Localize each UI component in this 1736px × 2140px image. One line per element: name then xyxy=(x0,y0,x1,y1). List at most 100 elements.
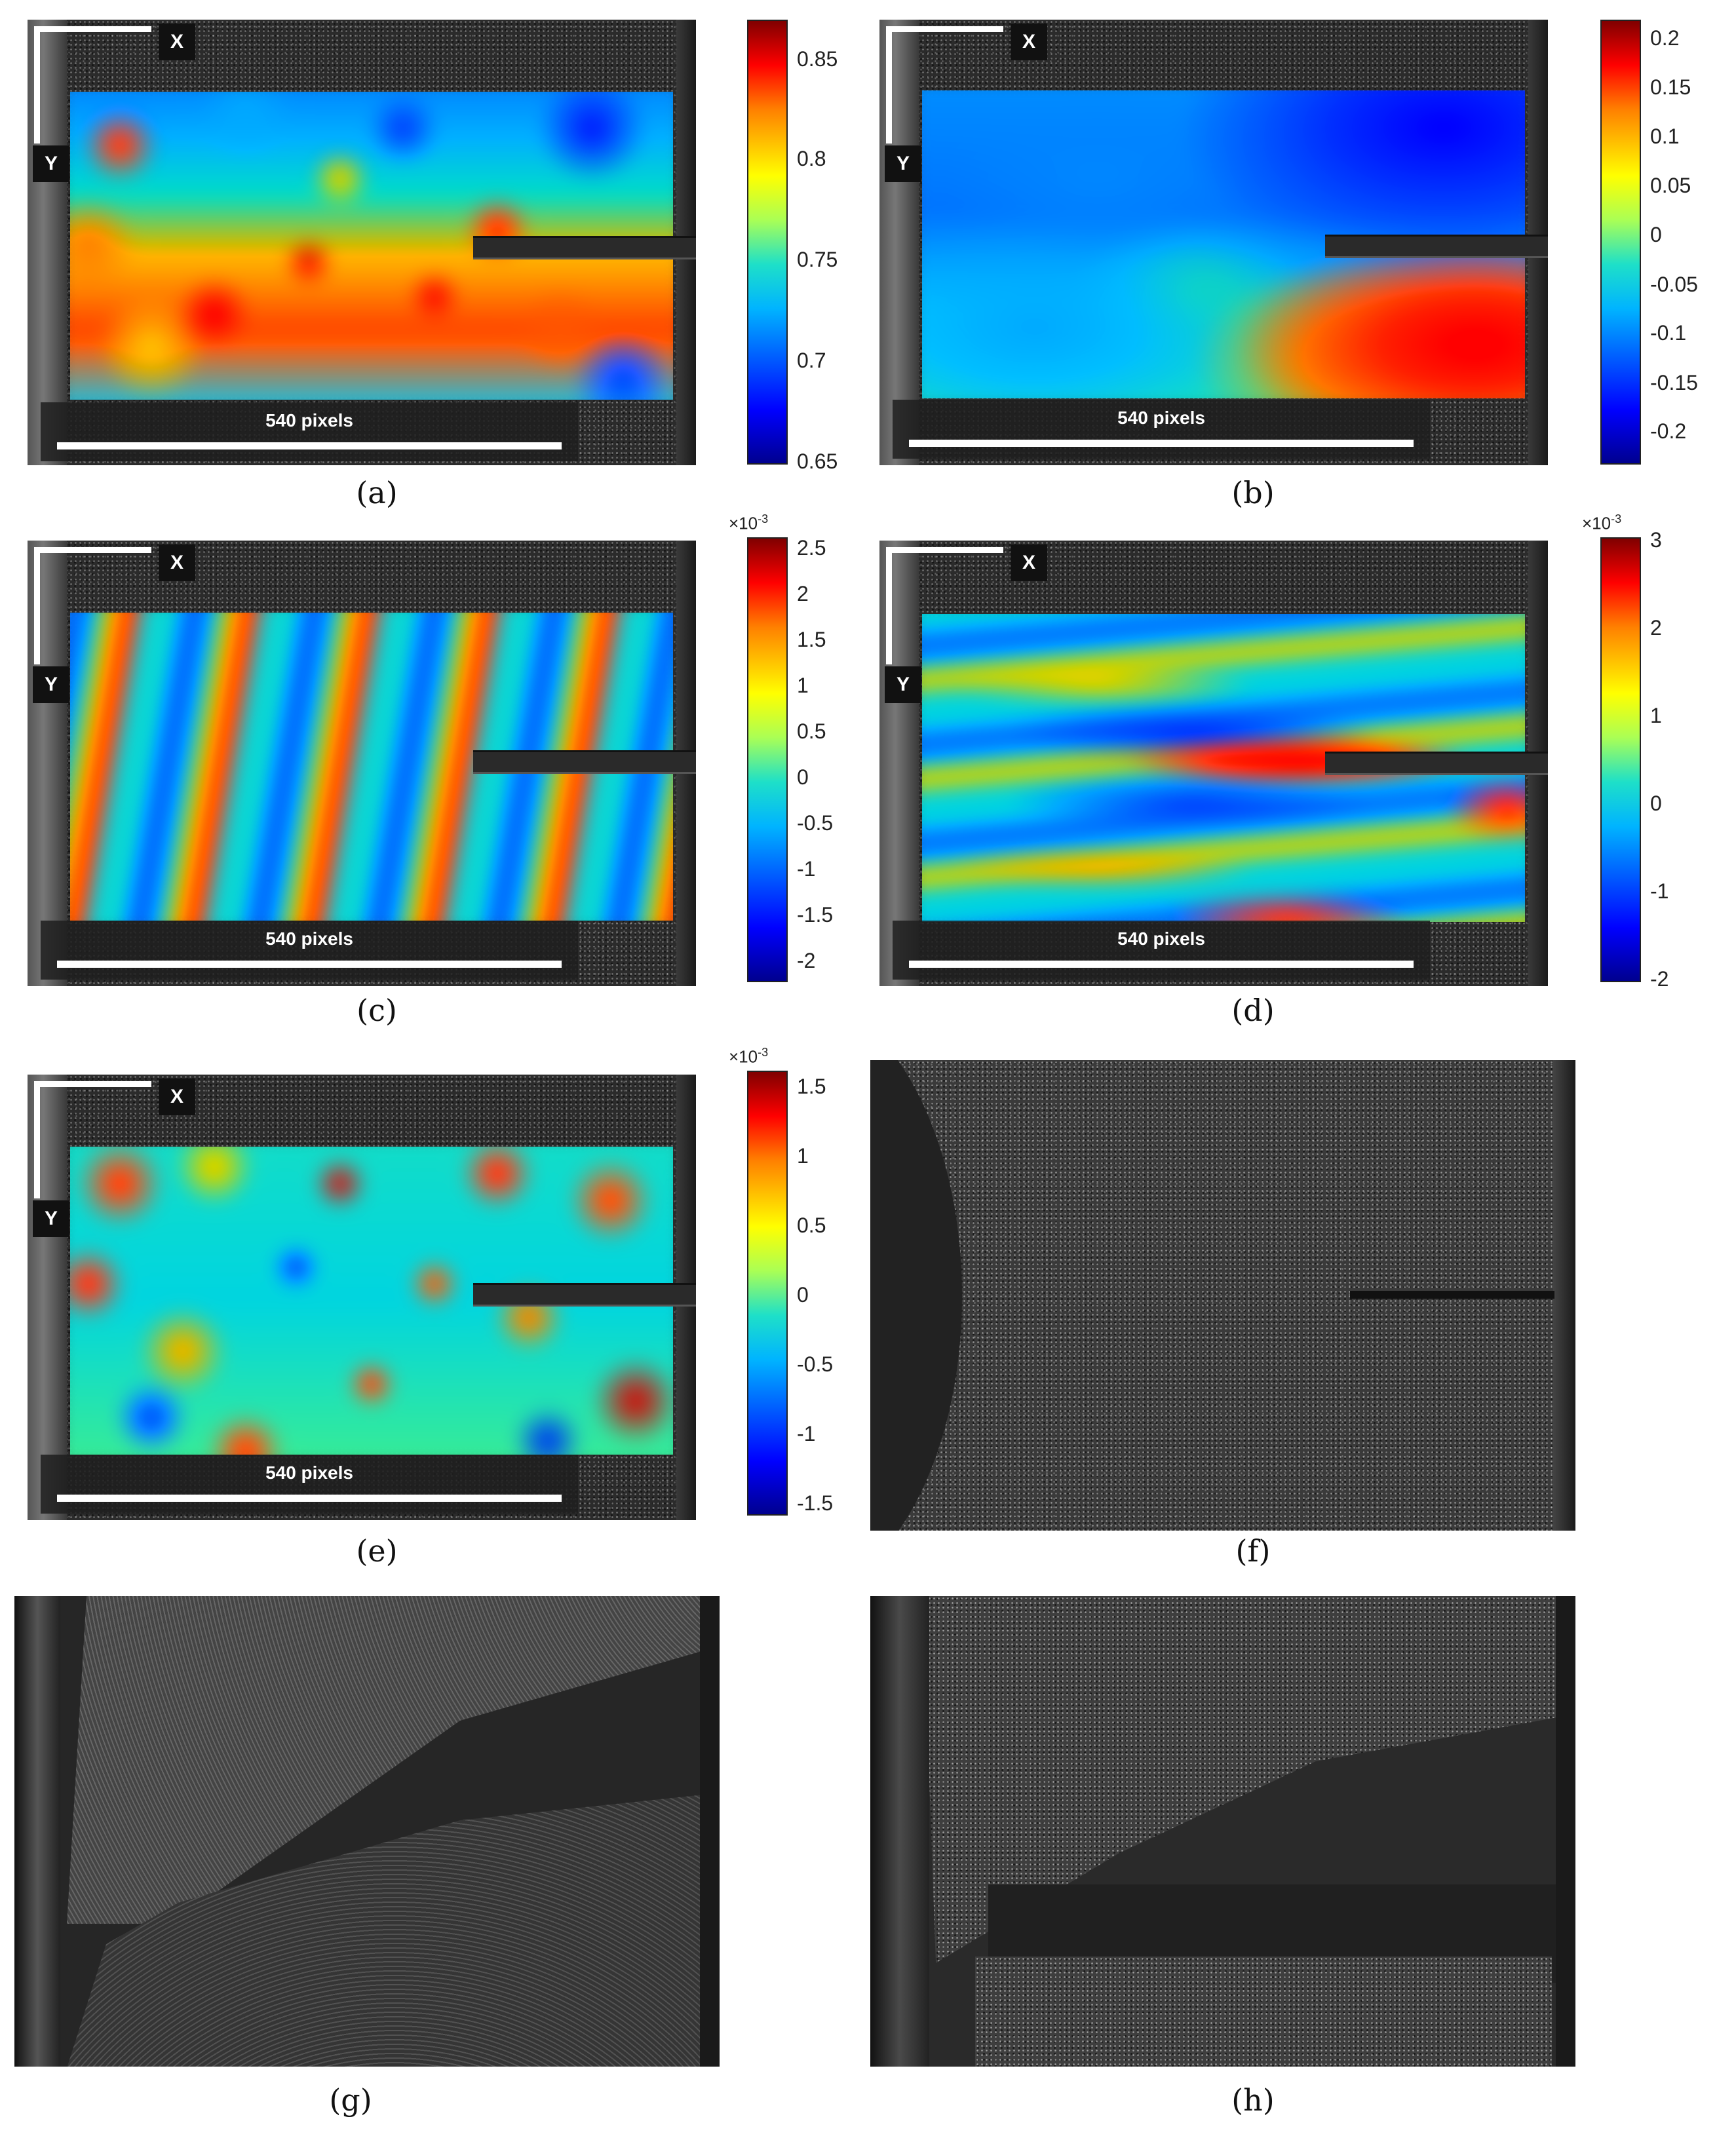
axis-y-tag: Y xyxy=(33,1200,69,1237)
axis-y-tag: Y xyxy=(885,666,921,703)
colorbar-tick: 0 xyxy=(797,1283,809,1307)
axis-indicator xyxy=(34,26,151,143)
scale-bar xyxy=(57,442,562,449)
caption-f: (f) xyxy=(1235,1533,1271,1569)
colorbar-tick: 2 xyxy=(1650,616,1662,640)
colorbar-tick: 0.7 xyxy=(797,349,826,372)
panel-e-image: X Y 540 pixels xyxy=(28,1075,696,1520)
colorbar-tick: -0.05 xyxy=(1650,273,1698,296)
specimen-edge-right xyxy=(1553,1060,1575,1531)
colorbar-tick: 0.1 xyxy=(1650,124,1680,148)
colorbar-tick: 0.65 xyxy=(797,449,838,473)
axis-y-tag: Y xyxy=(33,666,69,703)
scale-box xyxy=(893,400,1430,459)
scale-box xyxy=(41,1455,578,1514)
colorbar-tick: 0.75 xyxy=(797,248,838,271)
colorbar-tick: 2 xyxy=(797,582,809,605)
bezel-right xyxy=(700,1596,720,2067)
caption-e: (e) xyxy=(356,1533,398,1569)
scale-bar-label: 540 pixels xyxy=(265,410,353,430)
caption-d: (d) xyxy=(1231,993,1275,1028)
colorbar-d xyxy=(1600,537,1641,982)
crack-notch xyxy=(473,750,696,774)
colorbar-tick: 0.8 xyxy=(797,147,826,170)
axis-y-tag: Y xyxy=(885,145,921,182)
caption-h: (h) xyxy=(1231,2082,1275,2118)
scale-bar xyxy=(909,961,1414,968)
axis-x-tag: X xyxy=(159,24,195,60)
colorbar-tick: 0 xyxy=(1650,223,1662,246)
colorbar-tick: 0 xyxy=(797,765,809,789)
colorbar-tick: 2.5 xyxy=(797,536,826,560)
colorbar-b xyxy=(1600,20,1641,465)
axis-indicator xyxy=(886,547,1003,664)
caption-b: (b) xyxy=(1231,475,1275,510)
multiplier-base: ×10 xyxy=(729,513,758,533)
colorbar-tick: -0.2 xyxy=(1650,419,1687,443)
colorbar-tick: -2 xyxy=(797,949,816,972)
panel-g-photo xyxy=(14,1596,720,2067)
panel-f-photo xyxy=(870,1060,1575,1531)
colorbar-multiplier: ×10-3 xyxy=(729,512,768,534)
colorbar-c xyxy=(747,537,788,982)
colorbar-tick: 0 xyxy=(1650,792,1662,815)
scale-bar xyxy=(909,440,1414,447)
axis-indicator xyxy=(886,26,1003,143)
bezel-left xyxy=(870,1596,929,2067)
axis-indicator xyxy=(34,547,151,664)
multiplier-exponent: -3 xyxy=(758,1046,769,1059)
scale-bar xyxy=(57,1495,562,1502)
colorbar-tick: 1.5 xyxy=(797,628,826,651)
colorbar-tick: -2 xyxy=(1650,967,1669,991)
bezel-right xyxy=(1556,1596,1575,2067)
colorbar-a xyxy=(747,20,788,465)
colorbar-tick: 1 xyxy=(797,1144,809,1168)
panel-a-image: X Y 540 pixels xyxy=(28,20,696,465)
scale-bar-label: 540 pixels xyxy=(265,1462,353,1483)
caption-c: (c) xyxy=(357,993,397,1028)
colorbar-multiplier: ×10-3 xyxy=(729,1046,768,1067)
colorbar-tick: 0.2 xyxy=(1650,26,1680,50)
colorbar-tick: -0.5 xyxy=(797,811,834,835)
colorbar-tick: -0.5 xyxy=(797,1352,834,1376)
colorbar-tick: 1 xyxy=(1650,704,1662,727)
crack-notch xyxy=(473,1283,696,1307)
colorbar-tick: -0.1 xyxy=(1650,321,1687,345)
multiplier-base: ×10 xyxy=(1582,513,1611,533)
colorbar-tick: 0.5 xyxy=(797,1213,826,1237)
crack-notch xyxy=(1350,1291,1554,1299)
colorbar-tick: -1 xyxy=(797,857,816,881)
crack-notch xyxy=(1325,235,1548,258)
axis-indicator xyxy=(34,1081,151,1198)
panel-d-image: X Y 540 pixels xyxy=(879,541,1548,986)
axis-x-tag: X xyxy=(159,1079,195,1115)
scale-box xyxy=(41,402,578,461)
colorbar-tick: -1.5 xyxy=(797,903,834,927)
panel-c-image: X Y 540 pixels xyxy=(28,541,696,986)
colorbar-tick: -0.15 xyxy=(1650,371,1698,394)
multiplier-exponent: -3 xyxy=(1611,512,1622,525)
colorbar-tick: -1 xyxy=(1650,879,1669,903)
colorbar-multiplier: ×10-3 xyxy=(1582,512,1621,534)
crack-notch xyxy=(1325,752,1548,775)
scale-bar xyxy=(57,961,562,968)
scale-bar-label: 540 pixels xyxy=(265,928,353,949)
colorbar-tick: -1.5 xyxy=(797,1491,834,1515)
colorbar-tick: 0.85 xyxy=(797,47,838,71)
scale-box xyxy=(893,921,1430,980)
scale-bar-label: 540 pixels xyxy=(1117,928,1205,949)
colorbar-tick: 1 xyxy=(797,674,809,697)
colorbar-tick: 0.15 xyxy=(1650,75,1691,99)
multiplier-base: ×10 xyxy=(729,1046,758,1067)
caption-a: (a) xyxy=(356,475,398,510)
bezel-left xyxy=(14,1596,60,2067)
colorbar-tick: 0.5 xyxy=(797,719,826,743)
colorbar-tick: 3 xyxy=(1650,528,1662,552)
scale-bar-label: 540 pixels xyxy=(1117,408,1205,428)
axis-x-tag: X xyxy=(159,545,195,581)
axis-y-tag: Y xyxy=(33,145,69,182)
colorbar-e xyxy=(747,1071,788,1516)
scale-box xyxy=(41,921,578,980)
colorbar-tick: 1.5 xyxy=(797,1075,826,1098)
panel-b-image: X Y 540 pixels xyxy=(879,20,1548,465)
